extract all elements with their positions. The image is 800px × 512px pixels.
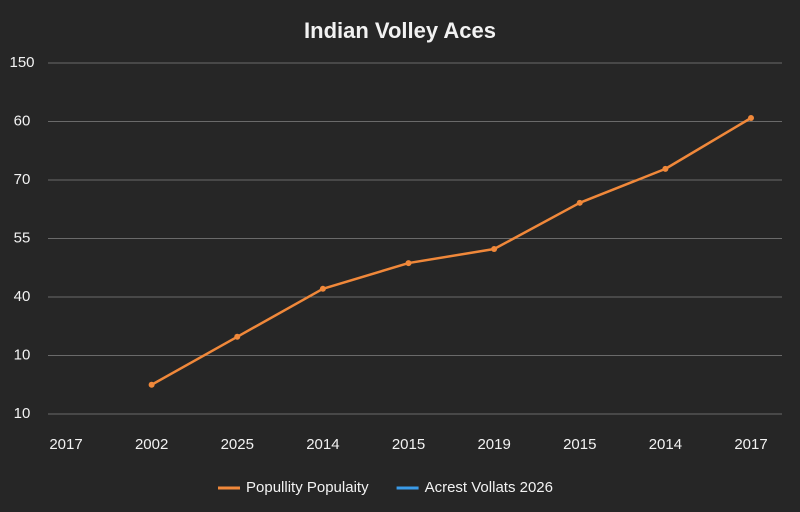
y-tick-label: 70 bbox=[14, 171, 31, 188]
y-tick-label: 10 bbox=[14, 346, 31, 363]
x-tick-label: 2015 bbox=[392, 436, 425, 453]
data-point bbox=[148, 381, 155, 388]
data-point bbox=[319, 285, 326, 292]
x-tick-label: 2019 bbox=[477, 436, 510, 453]
y-tick-label: 60 bbox=[14, 112, 31, 129]
y-tick-label: 150 bbox=[9, 54, 34, 71]
x-tick-label: 2014 bbox=[649, 436, 682, 453]
x-tick-label: 2014 bbox=[306, 436, 339, 453]
y-tick-label: 55 bbox=[14, 229, 31, 246]
data-point bbox=[576, 199, 583, 206]
data-point bbox=[748, 114, 754, 121]
y-tick-label: 10 bbox=[14, 405, 31, 422]
x-tick-label: 2002 bbox=[135, 436, 168, 453]
legend-label: Popullity Populaity bbox=[246, 479, 369, 496]
x-tick-label: 2015 bbox=[563, 436, 596, 453]
chart-title: Indian Volley Aces bbox=[304, 18, 496, 43]
x-tick-label: 2017 bbox=[734, 436, 767, 453]
x-tick-label: 2017 bbox=[49, 436, 82, 453]
data-point bbox=[234, 333, 241, 340]
y-tick-label: 40 bbox=[14, 288, 31, 305]
legend-label: Acrest Vollats 2026 bbox=[425, 479, 553, 496]
data-point bbox=[405, 260, 412, 267]
data-point bbox=[662, 165, 669, 172]
data-point bbox=[491, 246, 498, 253]
series-line bbox=[151, 116, 752, 386]
x-tick-label: 2025 bbox=[221, 436, 254, 453]
